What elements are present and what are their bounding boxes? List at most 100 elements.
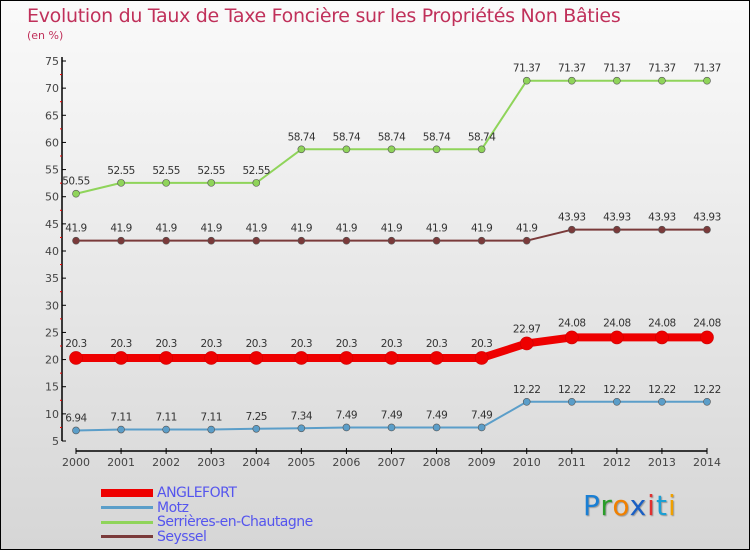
data-point bbox=[249, 351, 264, 365]
x-tick-label: 2011 bbox=[558, 456, 586, 469]
data-point bbox=[567, 398, 576, 406]
y-tick-label: 40 bbox=[45, 245, 59, 258]
data-point bbox=[162, 236, 170, 245]
data-label: 71.37 bbox=[558, 63, 586, 75]
data-point bbox=[72, 236, 80, 245]
legend-swatch bbox=[101, 489, 153, 498]
data-point bbox=[658, 225, 666, 234]
data-label: 22.97 bbox=[513, 323, 541, 335]
data-label: 12.22 bbox=[513, 384, 541, 396]
data-label: 71.37 bbox=[513, 63, 541, 75]
data-label: 41.9 bbox=[65, 223, 86, 235]
y-tick-label: 30 bbox=[45, 299, 59, 312]
data-point bbox=[117, 425, 125, 434]
data-point bbox=[162, 425, 170, 434]
x-tick-label: 2001 bbox=[107, 456, 135, 469]
y-tick-label: 10 bbox=[45, 408, 59, 421]
data-label: 20.3 bbox=[471, 338, 492, 350]
data-point bbox=[474, 351, 489, 365]
data-label: 41.9 bbox=[201, 223, 222, 235]
data-label: 41.9 bbox=[471, 223, 492, 235]
y-tick-label: 65 bbox=[45, 109, 59, 122]
data-label: 24.08 bbox=[603, 317, 631, 329]
data-label: 7.49 bbox=[426, 409, 447, 421]
data-label: 41.9 bbox=[426, 223, 447, 235]
x-tick-label: 2013 bbox=[648, 456, 676, 469]
data-label: 58.74 bbox=[288, 131, 316, 143]
x-tick-label: 2005 bbox=[287, 456, 315, 469]
legend-label: Serrières-en-Chautagne bbox=[157, 514, 313, 531]
data-point bbox=[477, 423, 486, 432]
data-point bbox=[342, 236, 351, 245]
data-label: 58.74 bbox=[423, 131, 451, 143]
legend-swatch bbox=[101, 535, 153, 539]
data-point bbox=[432, 145, 441, 154]
data-point bbox=[567, 76, 576, 85]
data-label: 20.3 bbox=[155, 338, 176, 350]
x-tick-label: 2010 bbox=[513, 456, 541, 469]
data-point bbox=[613, 398, 621, 406]
x-tick-label: 2000 bbox=[62, 456, 90, 469]
data-label: 12.22 bbox=[693, 384, 721, 396]
data-label: 71.37 bbox=[603, 63, 631, 75]
legend-label: Motz bbox=[157, 499, 189, 516]
legend-label: ANGLEFORT bbox=[157, 485, 237, 502]
data-label: 41.9 bbox=[110, 223, 131, 235]
x-tick-label: 2006 bbox=[332, 456, 360, 469]
data-point bbox=[207, 179, 216, 187]
data-label: 7.11 bbox=[110, 412, 131, 424]
data-label: 71.37 bbox=[693, 63, 721, 75]
x-tick-label: 2014 bbox=[693, 456, 721, 469]
y-tick-label: 25 bbox=[45, 326, 59, 339]
data-label: 20.3 bbox=[291, 338, 312, 350]
data-point bbox=[387, 423, 396, 432]
legend-label: Seyssel bbox=[157, 528, 207, 545]
data-label: 41.9 bbox=[336, 223, 357, 235]
x-tick-label: 2012 bbox=[603, 456, 631, 469]
data-point bbox=[655, 330, 669, 345]
data-point bbox=[703, 76, 711, 85]
data-point bbox=[432, 236, 441, 245]
data-label: 20.3 bbox=[201, 338, 222, 350]
data-label: 58.74 bbox=[378, 131, 406, 143]
data-label: 58.74 bbox=[333, 131, 361, 143]
data-label: 20.3 bbox=[246, 338, 267, 350]
data-point bbox=[477, 236, 486, 245]
y-tick-label: 50 bbox=[45, 191, 59, 204]
data-point bbox=[384, 351, 399, 365]
data-label: 43.93 bbox=[558, 212, 586, 224]
data-point bbox=[207, 236, 216, 245]
legend-swatch bbox=[101, 506, 153, 510]
data-label: 7.49 bbox=[336, 409, 357, 421]
y-tick-label: 5 bbox=[52, 435, 59, 448]
x-tick-label: 2003 bbox=[197, 456, 225, 469]
data-label: 41.9 bbox=[516, 223, 537, 235]
data-label: 71.37 bbox=[648, 63, 676, 75]
data-label: 12.22 bbox=[558, 384, 586, 396]
legend: ANGLEFORT Motz Serrières-en-Chautagne Seyss… bbox=[101, 485, 313, 545]
data-point bbox=[72, 426, 80, 435]
data-label: 20.3 bbox=[65, 338, 86, 350]
data-point bbox=[69, 351, 83, 365]
x-tick-label: 2002 bbox=[152, 456, 180, 469]
data-label: 41.9 bbox=[246, 223, 267, 235]
data-label: 41.9 bbox=[291, 223, 312, 235]
data-point bbox=[703, 225, 711, 234]
data-point bbox=[159, 351, 173, 365]
data-point bbox=[703, 398, 711, 406]
data-label: 52.55 bbox=[197, 165, 225, 177]
chart-title: Evolution du Taux de Taxe Foncière sur l… bbox=[27, 5, 621, 27]
data-label: 7.25 bbox=[246, 411, 267, 423]
data-point bbox=[477, 145, 486, 154]
data-point bbox=[297, 145, 306, 154]
data-label: 20.3 bbox=[336, 338, 357, 350]
data-label: 7.49 bbox=[471, 409, 492, 421]
data-point bbox=[297, 236, 306, 245]
x-tick-label: 2007 bbox=[378, 456, 406, 469]
data-point bbox=[658, 398, 666, 406]
data-label: 52.55 bbox=[107, 165, 135, 177]
data-label: 41.9 bbox=[381, 223, 402, 235]
data-point bbox=[522, 76, 531, 85]
data-label: 20.3 bbox=[426, 338, 447, 350]
data-point bbox=[342, 423, 351, 432]
